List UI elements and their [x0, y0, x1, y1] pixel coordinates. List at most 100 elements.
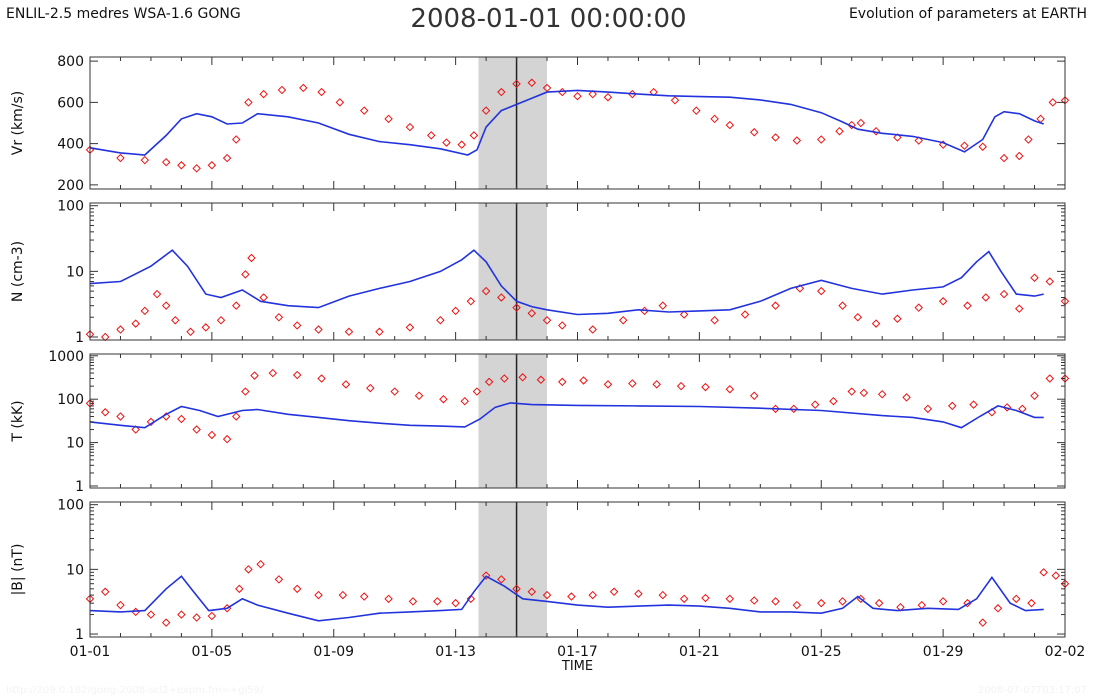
highlight-band	[478, 502, 548, 637]
observed-point	[222, 434, 232, 444]
observed-point	[466, 297, 476, 306]
observed-point	[618, 315, 628, 325]
observed-point	[207, 611, 217, 621]
observed-point	[856, 118, 866, 128]
observed-point	[259, 89, 268, 99]
observed-point	[131, 319, 140, 328]
observed-point	[679, 310, 689, 319]
observed-point	[451, 598, 460, 608]
observed-point	[771, 301, 780, 310]
observed-point	[177, 414, 186, 424]
observed-point	[359, 106, 369, 115]
observed-point	[274, 312, 284, 322]
observed-point	[579, 376, 588, 385]
observed-point	[670, 96, 680, 105]
observed-point	[259, 293, 268, 302]
observed-point	[817, 286, 826, 296]
observed-point	[241, 270, 250, 279]
observed-point	[131, 607, 140, 617]
observed-point	[116, 600, 125, 610]
observed-point	[274, 575, 284, 584]
observed-point	[500, 374, 509, 383]
observed-point	[588, 325, 597, 334]
model-line	[89, 402, 1044, 429]
observed-point	[314, 325, 323, 334]
observed-point	[999, 153, 1009, 163]
observed-point	[634, 589, 643, 598]
observed-point	[542, 315, 552, 325]
highlight-band	[478, 354, 548, 488]
model-line	[89, 249, 1044, 316]
y-tick-label: 10	[66, 264, 84, 280]
observed-point	[969, 400, 978, 409]
model-line	[89, 575, 1044, 622]
observed-point	[1060, 579, 1070, 588]
observed-point	[1060, 374, 1070, 383]
panel-frame	[89, 202, 1066, 341]
observed-point	[981, 293, 991, 302]
panel-frame	[89, 501, 1066, 638]
observed-point	[640, 306, 649, 316]
observed-point	[192, 164, 201, 173]
observed-point	[177, 610, 186, 619]
observed-point	[161, 157, 171, 167]
observed-point	[874, 598, 884, 608]
observed-point	[838, 301, 847, 310]
location-label: Evolution of parameters at EARTH	[848, 6, 1087, 22]
observed-point	[902, 393, 911, 402]
observed-point	[573, 91, 582, 101]
y-tick-label: 100	[57, 199, 84, 215]
observed-point	[1012, 594, 1021, 604]
observed-point	[116, 153, 125, 163]
observed-point	[948, 401, 957, 411]
observed-point	[960, 141, 969, 150]
observed-point	[451, 306, 460, 316]
observed-point	[497, 293, 506, 302]
observed-point	[658, 301, 668, 310]
run-label: ENLIL-2.5 medres WSA-1.6 GONG	[6, 6, 241, 22]
observed-point	[536, 375, 546, 385]
observed-point	[250, 371, 259, 380]
observed-point	[603, 380, 613, 389]
observed-point	[277, 85, 287, 95]
observed-point	[247, 253, 256, 263]
observed-point	[938, 597, 948, 606]
x-tick-label: 01-25	[801, 644, 842, 660]
observed-point	[384, 114, 393, 124]
observed-point	[497, 575, 506, 584]
x-tick-label: 01-01	[70, 644, 111, 660]
observed-point	[999, 289, 1009, 299]
observed-point	[567, 592, 576, 601]
observed-point	[527, 78, 537, 88]
observed-point	[679, 594, 689, 604]
y-tick-label: 1	[75, 479, 84, 495]
observed-point	[652, 380, 661, 389]
observed-point	[192, 425, 201, 434]
observed-point	[527, 587, 537, 597]
observed-point	[338, 590, 348, 600]
observed-point	[344, 327, 354, 337]
observed-point	[359, 592, 369, 601]
observed-point	[710, 114, 719, 124]
model-line	[89, 89, 1044, 156]
observed-point	[810, 400, 820, 409]
y-axis-label: Vr (km/s)	[10, 91, 26, 155]
observed-point	[628, 89, 637, 99]
observed-point	[100, 408, 110, 417]
observed-point	[405, 122, 415, 132]
observed-point	[186, 327, 195, 337]
observed-point	[1048, 98, 1058, 107]
observed-point	[292, 321, 302, 330]
x-tick-label: 01-21	[679, 644, 720, 660]
observed-point	[481, 106, 491, 115]
observed-point	[469, 131, 479, 140]
observed-point	[542, 590, 552, 600]
observed-point	[740, 310, 750, 319]
observed-point	[1036, 114, 1045, 124]
observed-point	[725, 384, 735, 394]
observed-point	[993, 604, 1003, 613]
observed-point	[835, 127, 844, 136]
x-tick-label: 01-29	[923, 644, 964, 660]
highlight-band	[478, 57, 548, 189]
